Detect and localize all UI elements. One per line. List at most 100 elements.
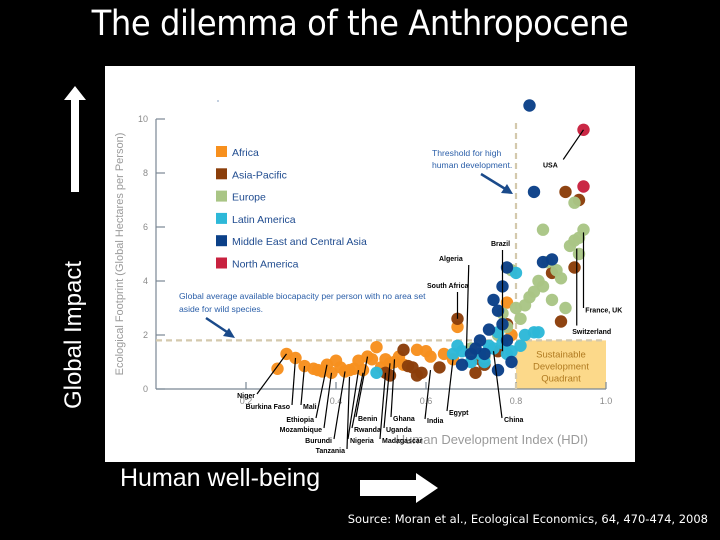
data-point [365, 353, 379, 366]
legend-swatch [216, 168, 227, 180]
data-point [370, 340, 383, 354]
country-label: Switzerland [572, 329, 611, 336]
data-point [545, 293, 559, 307]
data-point [482, 323, 496, 336]
data-point [473, 334, 487, 347]
country-label: USA [543, 163, 558, 170]
country-label: Tanzania [316, 448, 346, 455]
leader-line [390, 359, 396, 418]
data-point [568, 196, 581, 209]
data-point [491, 363, 505, 377]
country-label: France, UK [585, 308, 622, 315]
arrow-icon [501, 184, 513, 194]
leader-line [424, 370, 432, 420]
quadrant-label: Development [533, 361, 589, 372]
y-tick-label: 0 [143, 384, 148, 394]
legend-label: Middle East and Central Asia [232, 236, 367, 248]
country-label: Ghana [393, 416, 415, 423]
data-point [536, 223, 550, 236]
data-point [554, 315, 568, 328]
threshold-note: Threshold for high [432, 148, 501, 158]
chart-panel: Sustainable Development Quadrant 0 2 4 6 8 10 0.2… [105, 66, 647, 462]
data-point [514, 312, 527, 325]
data-point [455, 358, 469, 371]
biocapacity-note: Global average available biocapacity per… [179, 291, 426, 301]
data-point [478, 347, 491, 361]
leader-line [351, 372, 364, 429]
legend-swatch [216, 212, 227, 224]
leader-line [300, 365, 306, 406]
data-point [527, 285, 541, 298]
x-tick-label: 0.6 [420, 396, 433, 406]
y-tick-label: 10 [138, 114, 148, 124]
data-point [487, 293, 500, 307]
country-label: South Africa [427, 283, 468, 290]
data-point [527, 185, 541, 199]
legend-label: Africa [232, 147, 259, 159]
leader-line [355, 356, 369, 418]
arrow-icon [480, 172, 508, 192]
arrow-up-icon [64, 86, 86, 192]
data-point [572, 247, 586, 261]
country-label: China [504, 417, 524, 424]
human-wellbeing-label: Human well-being [120, 464, 321, 492]
data-point [514, 339, 527, 352]
country-label: Burundi [305, 438, 332, 445]
legend-swatch [216, 235, 227, 247]
leader-line [465, 264, 470, 349]
data-point [469, 366, 482, 379]
leader-line [315, 364, 328, 419]
data-point [577, 223, 590, 236]
country-label: Rwanda [354, 427, 381, 434]
leader-line [256, 353, 287, 395]
country-label: Madagascar [382, 438, 423, 445]
data-point [509, 266, 523, 280]
leader-line [492, 351, 503, 419]
x-tick-label: 1.0 [600, 396, 613, 406]
leader-line [346, 376, 351, 450]
data-point [271, 362, 284, 375]
y-tick-label: 6 [143, 222, 148, 232]
data-point [559, 301, 572, 315]
data-point [505, 345, 518, 358]
leader-line [333, 371, 346, 440]
legend-label: Latin America [232, 214, 296, 226]
country-label: Niger [237, 393, 255, 400]
data-point [559, 185, 572, 199]
country-label: Ethiopia [286, 417, 314, 424]
legend-label: Europe [232, 192, 266, 204]
country-label: Egypt [449, 410, 469, 417]
data-point [554, 272, 568, 285]
leader-line [347, 370, 360, 440]
country-label: Burkina Faso [246, 404, 290, 411]
biocapacity-note: aside for wild species. [179, 304, 263, 314]
leader-line [383, 363, 391, 429]
y-axis-label: Ecological Footprint (Global Hectares pe… [114, 133, 126, 376]
leader-line [323, 372, 333, 429]
country-label: Uganda [386, 427, 412, 434]
x-tick-label: 0.2 [240, 396, 253, 406]
global-impact-label: Global Impact [60, 260, 87, 410]
data-point [370, 366, 383, 379]
data-point [437, 347, 451, 361]
threshold-note: human development. [432, 160, 512, 170]
country-label: Algeria [439, 256, 463, 263]
legend-swatch [216, 257, 227, 269]
country-label: India [427, 418, 443, 425]
quadrant-label: Quadrant [541, 373, 581, 384]
arrow-icon [205, 316, 231, 336]
country-label: Nigeria [350, 438, 374, 445]
leader-line [562, 129, 584, 160]
slide-title: The dilemma of the Anthropocene [91, 4, 629, 44]
data-point [500, 296, 514, 309]
x-tick-label: 0.4 [330, 396, 343, 406]
data-point [536, 280, 550, 293]
legend-swatch [216, 146, 227, 157]
country-label: Mozambique [280, 427, 322, 434]
country-label: Brazil [491, 241, 510, 248]
country-label: Mali [303, 404, 317, 411]
data-point [487, 342, 500, 355]
data-point [397, 343, 410, 357]
data-point [500, 261, 514, 274]
